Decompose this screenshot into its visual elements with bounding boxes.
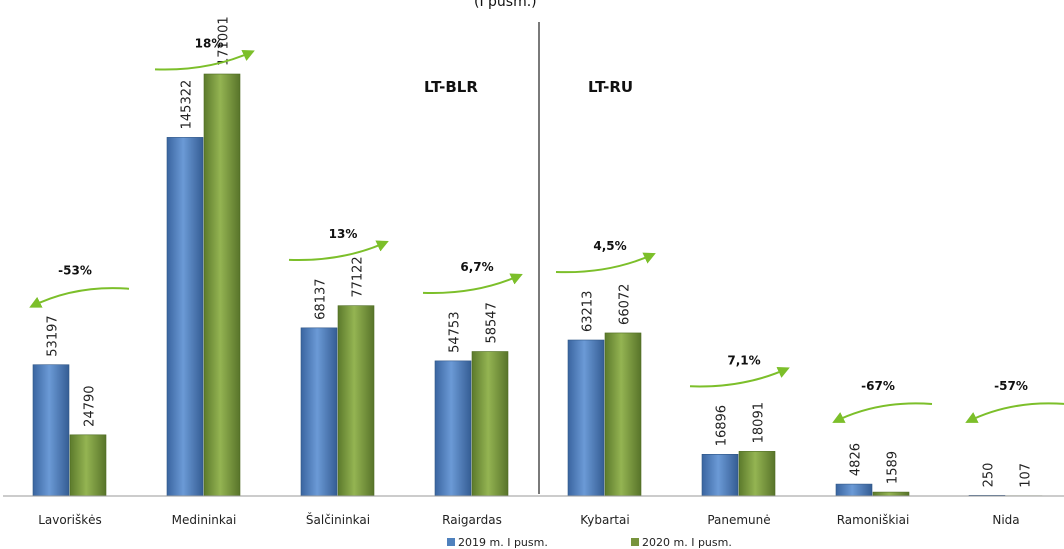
change-label-lavoriskes: -53% bbox=[58, 264, 92, 278]
x-tick-label-salcininkai: Šalčininkai bbox=[306, 512, 370, 527]
x-tick-label-medininkai: Medininkai bbox=[172, 513, 237, 527]
value-label-raigardas-2019: 54753 bbox=[448, 312, 463, 353]
change-arrow-ramoniskiai bbox=[832, 402, 933, 423]
bar-panemune-2020 bbox=[738, 451, 776, 497]
legend-label-2020: 2020 m. I pusm. bbox=[642, 536, 732, 549]
bar-lavoriskes-2019 bbox=[32, 364, 70, 497]
change-arrow-salcininkai bbox=[288, 240, 389, 262]
value-label-medininkai-2020: 171001 bbox=[217, 16, 232, 66]
value-label-nida-2019: 250 bbox=[982, 463, 997, 488]
change-arrow-medininkai bbox=[154, 50, 255, 71]
bar-salcininkai-2019 bbox=[300, 327, 338, 497]
change-arrow-lavoriskes bbox=[29, 287, 130, 308]
value-label-medininkai-2019: 145322 bbox=[180, 80, 195, 130]
chart-title: (I pusm.) bbox=[474, 0, 537, 10]
x-tick-label-panemune: Panemunė bbox=[707, 513, 770, 527]
bar-kybartai-2020 bbox=[604, 332, 642, 497]
x-tick-label-raigardas: Raigardas bbox=[442, 513, 502, 527]
legend-swatch-2020 bbox=[631, 538, 639, 546]
change-arrow-raigardas bbox=[422, 273, 523, 295]
bar-ramoniskiai-2019 bbox=[835, 483, 873, 497]
value-label-kybartai-2020: 66072 bbox=[618, 284, 633, 325]
legend-label-2019: 2019 m. I pusm. bbox=[458, 536, 548, 549]
legend-swatch-2019 bbox=[447, 538, 455, 546]
value-label-nida-2020: 107 bbox=[1019, 463, 1034, 488]
change-label-raigardas: 6,7% bbox=[460, 260, 493, 274]
change-arrow-panemune bbox=[689, 366, 790, 388]
x-tick-label-nida: Nida bbox=[992, 513, 1019, 527]
legend: 2019 m. I pusm. 2020 m. I pusm. bbox=[447, 536, 732, 549]
bar-salcininkai-2020 bbox=[337, 305, 375, 497]
change-label-panemune: 7,1% bbox=[727, 353, 760, 367]
x-tick-label-kybartai: Kybartai bbox=[580, 513, 629, 527]
bar-lavoriskes-2020 bbox=[69, 434, 107, 497]
bar-raigardas-2019 bbox=[434, 360, 472, 497]
value-label-lavoriskes-2019: 53197 bbox=[46, 315, 61, 356]
value-label-raigardas-2020: 58547 bbox=[485, 302, 500, 343]
value-label-ramoniskiai-2019: 4826 bbox=[849, 443, 864, 476]
value-label-lavoriskes-2020: 24790 bbox=[83, 385, 98, 426]
bar-medininkai-2019 bbox=[166, 137, 204, 497]
bar-kybartai-2019 bbox=[567, 339, 605, 497]
x-tick-labels: Lavoriškės Medininkai Šalčininkai Raigardas… bbox=[38, 512, 1019, 527]
labels-layer: 53197 24790 145322 171001 68137 77122 54753 585… bbox=[46, 16, 1034, 487]
change-label-salcininkai: 13% bbox=[329, 227, 358, 241]
value-label-ramoniskiai-2020: 1589 bbox=[886, 451, 901, 484]
bar-ramoniskiai-2020 bbox=[872, 491, 910, 497]
change-arrow-nida bbox=[965, 402, 1064, 423]
section-label-lt-ru: LT-RU bbox=[588, 78, 633, 96]
change-label-ramoniskiai: -67% bbox=[861, 379, 895, 393]
value-label-panemune-2019: 16896 bbox=[715, 405, 730, 446]
changes-layer: -53% 18% 13% 6,7% 4,5% 7,1% -67% -57% bbox=[29, 36, 1064, 423]
bars-layer bbox=[32, 73, 1043, 497]
value-label-kybartai-2019: 63213 bbox=[581, 291, 596, 332]
x-tick-label-lavoriskes: Lavoriškės bbox=[38, 513, 102, 527]
value-label-salcininkai-2020: 77122 bbox=[351, 256, 366, 297]
bar-panemune-2019 bbox=[701, 454, 739, 497]
change-label-nida: -57% bbox=[994, 379, 1028, 393]
change-label-medininkai: 18% bbox=[195, 36, 224, 50]
value-label-panemune-2020: 18091 bbox=[752, 402, 767, 443]
change-arrow-kybartai bbox=[555, 252, 656, 274]
x-tick-label-ramoniskiai: Ramoniškiai bbox=[837, 513, 910, 527]
bar-raigardas-2020 bbox=[471, 351, 509, 497]
bar-medininkai-2020 bbox=[203, 73, 241, 497]
section-label-lt-blr: LT-BLR bbox=[424, 78, 478, 96]
value-label-salcininkai-2019: 68137 bbox=[314, 278, 329, 319]
change-label-kybartai: 4,5% bbox=[593, 239, 626, 253]
